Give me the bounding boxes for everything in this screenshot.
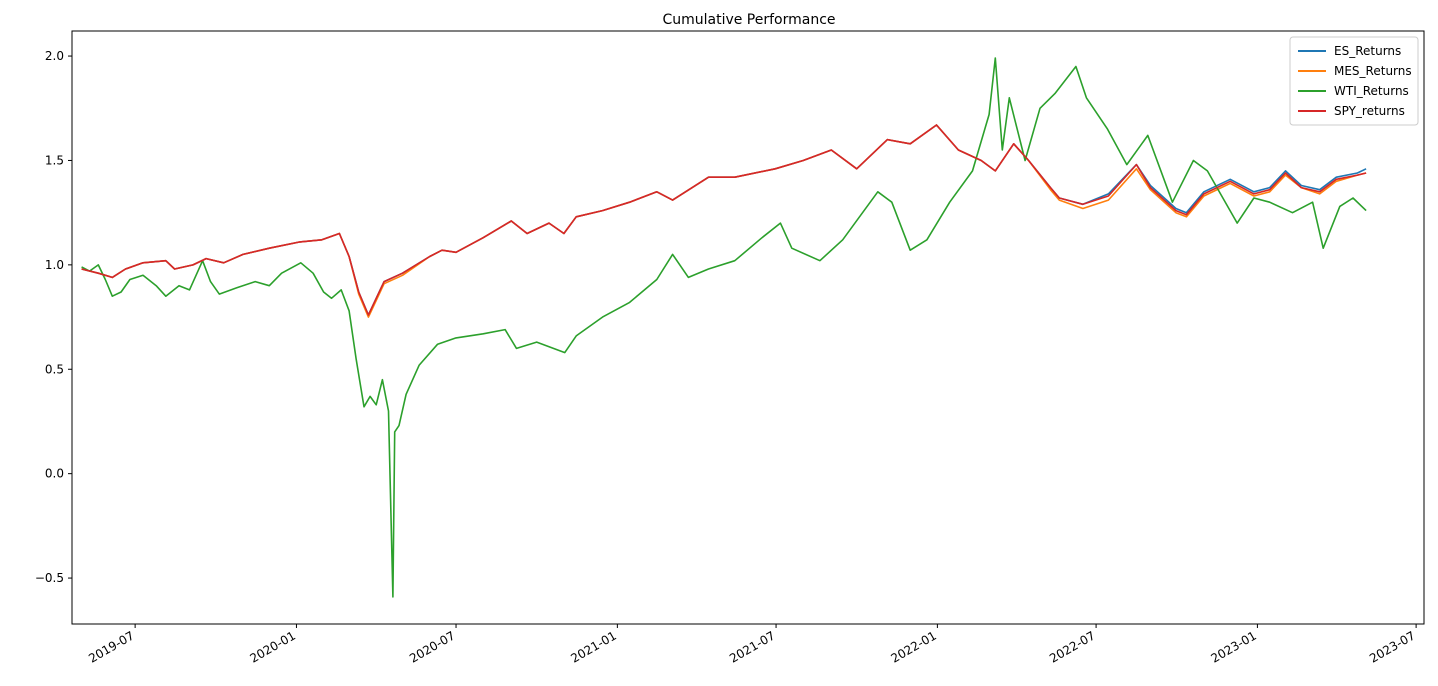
x-tick-label: 2022-07 — [1047, 628, 1097, 665]
series-line-es-returns — [81, 124, 1367, 316]
y-tick-label: −0.5 — [35, 571, 64, 585]
y-tick-label: 1.0 — [45, 258, 64, 272]
y-tick-label: 0.0 — [45, 467, 64, 481]
x-tick-label: 2020-01 — [248, 628, 298, 665]
legend-label: ES_Returns — [1334, 44, 1401, 58]
series-line-mes-returns — [81, 124, 1367, 318]
legend-label: MES_Returns — [1334, 64, 1412, 78]
x-tick-label: 2020-07 — [407, 628, 457, 665]
plot-area — [81, 57, 1367, 598]
series-line-spy-returns — [81, 124, 1367, 316]
x-tick-label: 2023-01 — [1208, 628, 1258, 665]
y-tick-label: 0.5 — [45, 362, 64, 376]
x-tick-label: 2022-01 — [888, 628, 938, 665]
x-tick-label: 2019-07 — [86, 628, 136, 665]
chart-title: Cumulative Performance — [662, 12, 835, 28]
y-tick-label: 1.5 — [45, 153, 64, 167]
axes-frame — [71, 30, 1425, 625]
legend-box — [1289, 36, 1419, 126]
x-tick-label: 2021-01 — [568, 628, 618, 665]
x-tick-label: 2023-07 — [1367, 628, 1417, 665]
legend: ES_Returns MES_Returns WTI_Returns SPY_retu… — [1289, 36, 1419, 126]
legend-label: WTI_Returns — [1334, 84, 1409, 98]
legend-label: SPY_returns — [1334, 104, 1405, 118]
series-line-wti-returns — [81, 57, 1367, 598]
axes: −0.5 0.0 0.5 1.0 1.5 2.0 2019-07 2020-01 2020-07… — [35, 30, 1425, 666]
x-tick-label: 2021-07 — [727, 628, 777, 665]
y-tick-label: 2.0 — [45, 49, 64, 63]
